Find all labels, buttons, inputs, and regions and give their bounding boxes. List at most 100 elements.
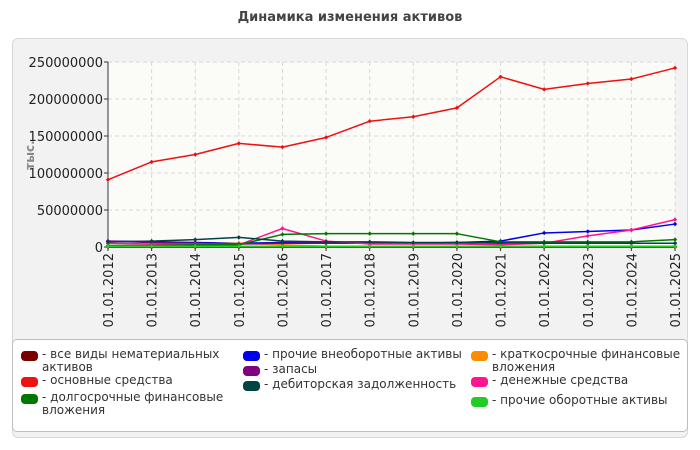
data-point <box>367 244 372 249</box>
data-point <box>541 244 547 249</box>
x-tick-label: 01.01.2023 <box>582 253 597 327</box>
x-tick-label: 01.01.2021 <box>495 253 510 327</box>
legend-item: - денежные средства <box>471 374 683 387</box>
data-point <box>672 244 678 249</box>
data-point <box>498 244 503 249</box>
legend-label: - все виды нематериальных активов <box>42 347 220 374</box>
chart-legend: - все виды нематериальных активов - прочи… <box>12 339 688 432</box>
legend-item: - прочие оборотные активы <box>471 394 683 407</box>
data-point <box>149 238 154 244</box>
legend-item: - запасы <box>243 363 465 376</box>
data-point <box>367 241 372 247</box>
data-point <box>411 240 416 245</box>
legend-item: - все виды нематериальных активов <box>21 348 236 374</box>
legend-label: - запасы <box>264 362 318 376</box>
legend-swatch <box>21 351 38 361</box>
x-tick-label: 01.01.2022 <box>538 253 553 327</box>
legend-swatch <box>471 397 488 407</box>
legend-swatch <box>21 377 38 387</box>
data-point <box>280 241 285 246</box>
legend-item: - основные средства <box>21 374 236 387</box>
legend-item: - долгосрочные финансовые вложения <box>21 391 236 417</box>
data-point <box>454 231 460 236</box>
x-tick-label: 01.01.2019 <box>407 253 422 327</box>
data-point <box>585 233 590 239</box>
x-tick-label: 01.01.2012 <box>102 253 117 327</box>
legend-label: - дебиторская задолженность <box>264 377 457 391</box>
x-tick-label: 01.01.2018 <box>364 253 379 327</box>
data-point <box>323 244 329 249</box>
data-point <box>236 244 242 249</box>
data-point <box>672 241 678 246</box>
data-point <box>585 81 590 86</box>
legend-label: - краткосрочные финансовые вложения <box>492 347 681 374</box>
legend-swatch <box>243 381 260 391</box>
data-point <box>105 244 111 249</box>
x-tick-label: 01.01.2025 <box>669 253 684 327</box>
x-tick-label: 01.01.2014 <box>189 253 204 327</box>
data-point <box>280 232 285 237</box>
legend-label: - денежные средства <box>492 373 629 387</box>
legend-item: - прочие внеоборотные активы <box>243 348 465 361</box>
x-tick-label: 01.01.2024 <box>625 253 640 327</box>
legend-swatch <box>471 351 488 361</box>
data-point <box>672 221 678 227</box>
legend-label: - прочие внеоборотные активы <box>264 347 462 361</box>
data-point <box>454 244 460 249</box>
y-tick-label: 150000000 <box>29 130 103 145</box>
legend-label: - долгосрочные финансовые вложения <box>42 390 224 417</box>
legend-swatch <box>471 377 488 387</box>
legend-swatch <box>21 394 38 404</box>
data-point <box>629 241 634 246</box>
data-point <box>323 135 329 140</box>
data-point <box>149 244 154 249</box>
series-line <box>108 232 676 247</box>
data-point <box>236 235 242 240</box>
data-point <box>585 244 590 249</box>
y-tick-label: 50000000 <box>37 204 103 219</box>
data-point <box>411 231 416 236</box>
data-point <box>411 244 416 249</box>
data-point <box>498 240 503 245</box>
data-point <box>149 159 154 165</box>
series-line <box>107 67 676 181</box>
data-point <box>367 239 372 245</box>
data-point <box>541 87 547 92</box>
data-point <box>629 76 634 82</box>
data-point <box>280 244 285 249</box>
legend-item: - краткосрочные финансовые вложения <box>471 348 683 374</box>
data-point <box>629 244 634 249</box>
data-point <box>105 177 111 182</box>
data-point <box>280 226 285 231</box>
data-point <box>672 217 678 222</box>
data-point <box>541 241 547 246</box>
data-point <box>672 65 678 71</box>
data-point <box>454 240 460 245</box>
data-point <box>323 239 329 245</box>
y-tick-label: 100000000 <box>29 167 103 182</box>
chart-title: Динамика изменения активов <box>237 10 463 25</box>
x-tick-label: 01.01.2013 <box>146 253 161 327</box>
data-point <box>367 119 372 124</box>
legend-swatch <box>243 366 260 376</box>
legend-swatch <box>243 351 260 361</box>
data-point <box>323 231 329 236</box>
data-point <box>280 144 285 150</box>
y-axis-label: тыс. <box>23 140 37 169</box>
legend-label: - прочие оборотные активы <box>492 393 668 407</box>
x-tick-label: 01.01.2017 <box>320 253 335 327</box>
data-point <box>629 227 634 233</box>
x-tick-label: 01.01.2020 <box>451 253 466 327</box>
series-line <box>107 236 675 245</box>
legend-label: - основные средства <box>42 373 173 387</box>
data-point <box>411 114 416 119</box>
data-point <box>541 230 547 236</box>
x-tick-label: 01.01.2016 <box>276 253 291 327</box>
y-tick-label: 250000000 <box>29 56 103 71</box>
plot-area <box>108 62 675 247</box>
data-point <box>498 74 503 79</box>
y-tick-label: 0 <box>95 241 103 256</box>
data-point <box>236 141 242 146</box>
data-point <box>105 239 111 245</box>
